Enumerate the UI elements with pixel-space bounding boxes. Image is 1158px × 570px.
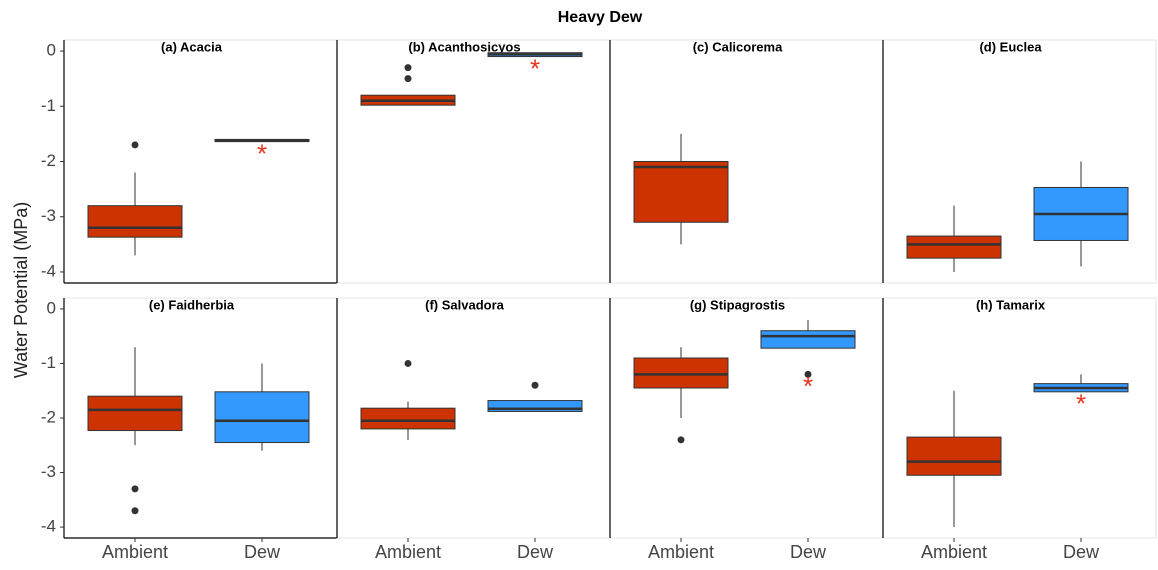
y-tick-label: -1	[41, 353, 56, 372]
x-tick-label: Dew	[1063, 542, 1100, 562]
x-tick-label: Ambient	[375, 542, 441, 562]
outlier	[404, 359, 412, 367]
y-tick-label: -4	[41, 517, 56, 536]
box	[633, 357, 729, 389]
x-tick-label: Ambient	[102, 542, 168, 562]
outlier	[531, 381, 539, 389]
panel-title: (d) Euclea	[979, 39, 1042, 54]
box	[487, 400, 583, 412]
x-tick-label: Dew	[517, 542, 554, 562]
panel-title: (f) Salvadora	[425, 297, 505, 312]
panel-title: (e) Faidherbia	[149, 297, 235, 312]
box	[214, 391, 310, 444]
x-tick-label: Ambient	[921, 542, 987, 562]
panel-title: (c) Calicorema	[693, 39, 783, 54]
panel-title: (a) Acacia	[161, 39, 223, 54]
outlier	[404, 64, 412, 72]
panel-title: (b) Acanthosicyos	[408, 39, 520, 54]
panel-title: (g) Stipagrostis	[690, 297, 785, 312]
box	[87, 205, 183, 238]
significance-star: *	[1076, 389, 1086, 419]
x-tick-label: Ambient	[648, 542, 714, 562]
panel-frame	[882, 297, 1157, 539]
outlier	[131, 141, 139, 149]
box	[760, 330, 856, 349]
y-axis-label: Water Potential (MPa)	[11, 202, 31, 378]
y-tick-label: -2	[41, 407, 56, 426]
panel-frame	[63, 39, 338, 284]
chart-title: Heavy Dew	[558, 9, 643, 26]
y-tick-label: -4	[41, 261, 56, 280]
significance-star: *	[257, 138, 267, 168]
y-tick-label: -2	[41, 151, 56, 170]
x-tick-label: Dew	[790, 542, 827, 562]
panel-title: (h) Tamarix	[976, 297, 1046, 312]
y-tick-label: -3	[41, 462, 56, 481]
y-tick-label: 0	[47, 298, 56, 317]
outlier	[677, 436, 685, 444]
outlier	[404, 75, 412, 83]
y-tick-label: 0	[47, 41, 56, 60]
y-tick-label: -3	[41, 206, 56, 225]
box	[906, 436, 1002, 476]
box	[87, 395, 183, 432]
box	[633, 161, 729, 223]
box	[906, 235, 1002, 259]
box	[360, 407, 456, 430]
significance-star: *	[803, 371, 813, 401]
significance-star: *	[530, 53, 540, 83]
y-tick-label: -1	[41, 96, 56, 115]
x-tick-label: Dew	[244, 542, 281, 562]
outlier	[131, 485, 139, 493]
outlier	[804, 370, 812, 378]
panel-frame	[336, 39, 611, 284]
outlier	[131, 507, 139, 515]
